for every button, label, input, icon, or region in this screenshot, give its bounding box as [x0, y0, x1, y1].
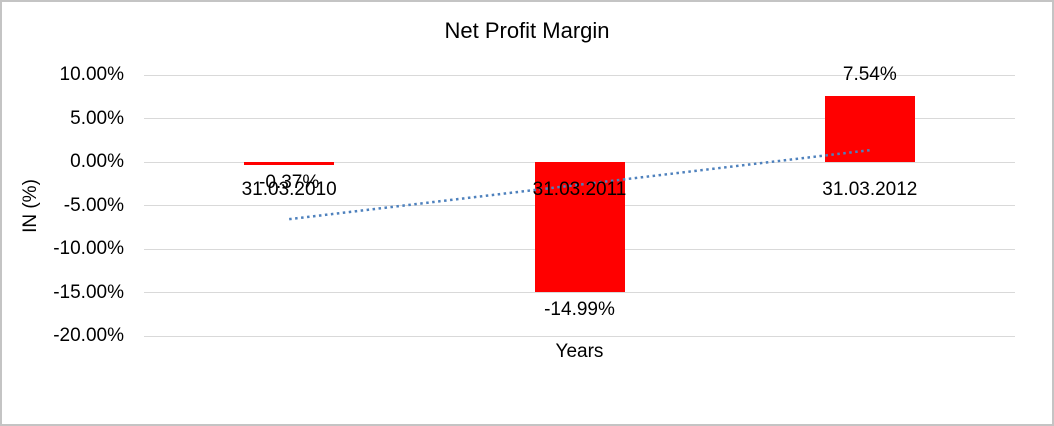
y-tick-label: -5.00% — [63, 194, 124, 216]
category-label: 31.03.2011 — [532, 179, 627, 200]
bar — [244, 162, 335, 166]
category-label: 31.03.2012 — [822, 179, 918, 200]
y-tick-label: 0.00% — [70, 151, 124, 172]
value-label: 7.54% — [842, 64, 897, 86]
bar — [824, 96, 915, 162]
y-tick-label: -20.00% — [53, 325, 124, 346]
y-tick-label: -15.00% — [53, 281, 124, 303]
gridline — [144, 292, 1015, 293]
x-axis-title: Years — [555, 341, 604, 362]
y-tick-label: -10.00% — [53, 238, 124, 259]
chart-title: Net Profit Margin — [444, 18, 610, 43]
gridline — [144, 335, 1015, 337]
gridline — [144, 74, 1015, 76]
y-tick-label: 5.00% — [70, 107, 124, 129]
y-tick-label: 10.00% — [59, 64, 124, 85]
category-label: 31.03.2010 — [241, 179, 337, 200]
value-label: -14.99% — [544, 299, 615, 321]
gridline — [144, 118, 1015, 119]
